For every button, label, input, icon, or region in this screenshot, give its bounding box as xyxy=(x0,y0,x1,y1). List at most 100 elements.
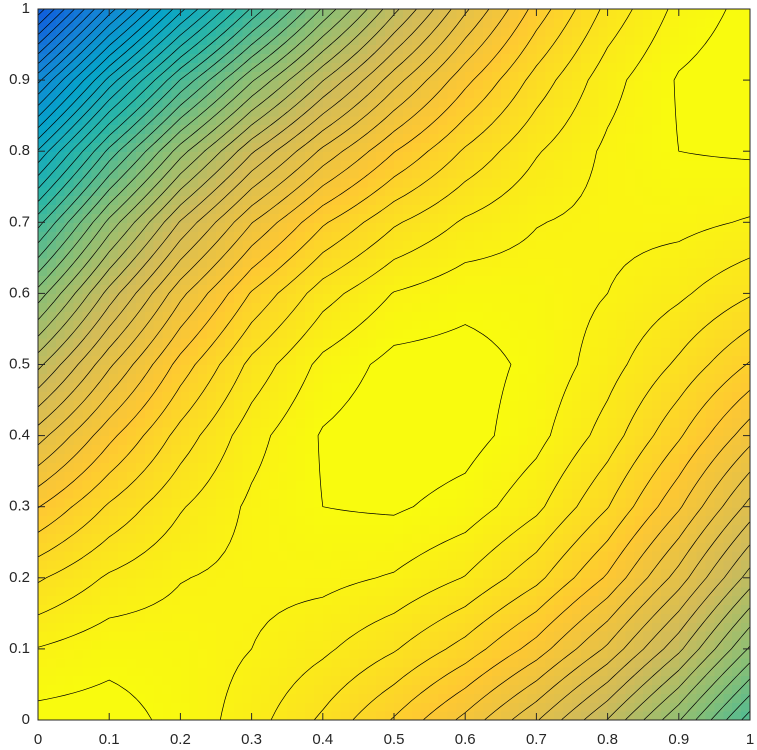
field-cell xyxy=(91,480,101,490)
field-cell xyxy=(411,453,422,463)
field-cell xyxy=(598,702,609,712)
field-cell xyxy=(224,488,235,499)
field-cell xyxy=(589,488,600,499)
field-cell xyxy=(607,311,618,321)
field-cell xyxy=(287,320,297,330)
field-cell xyxy=(367,275,377,286)
field-cell xyxy=(109,293,119,303)
field-cell xyxy=(109,426,119,437)
field-cell xyxy=(465,328,475,339)
field-cell xyxy=(402,382,413,392)
field-cell xyxy=(91,373,101,383)
field-cell xyxy=(260,524,270,534)
field-cell xyxy=(340,497,351,508)
field-cell xyxy=(723,533,733,543)
field-cell xyxy=(741,506,751,517)
field-cell xyxy=(162,613,173,623)
field-cell xyxy=(714,320,724,330)
field-cell xyxy=(634,560,644,570)
field-cell xyxy=(616,346,626,357)
field-cell xyxy=(385,666,395,677)
field-cell xyxy=(224,337,235,348)
field-cell xyxy=(616,373,626,383)
field-cell xyxy=(207,328,217,339)
field-cell xyxy=(144,631,155,641)
field-cell xyxy=(545,622,555,632)
field-cell xyxy=(429,702,440,712)
field-cell xyxy=(465,568,475,579)
field-cell xyxy=(153,391,164,401)
field-cell xyxy=(216,604,226,614)
field-cell xyxy=(242,622,253,632)
field-cell xyxy=(91,684,101,694)
field-cell xyxy=(554,453,564,463)
field-cell xyxy=(242,266,253,277)
field-cell xyxy=(91,675,101,686)
field-cell xyxy=(696,284,707,294)
field-cell xyxy=(367,604,377,614)
field-cell xyxy=(207,275,217,286)
field-cell xyxy=(233,497,244,508)
field-cell xyxy=(554,640,564,650)
field-cell xyxy=(572,684,582,694)
field-cell xyxy=(278,426,288,437)
field-cell xyxy=(260,213,270,223)
field-cell xyxy=(732,604,742,614)
field-cell xyxy=(144,693,155,703)
field-cell xyxy=(331,542,342,552)
field-cell xyxy=(46,186,57,197)
field-cell xyxy=(429,462,440,472)
field-cell xyxy=(616,471,626,481)
field-cell xyxy=(313,151,324,161)
field-cell xyxy=(643,453,653,463)
field-cell xyxy=(233,364,244,374)
field-cell xyxy=(171,595,181,606)
field-cell xyxy=(536,302,546,312)
field-cell xyxy=(242,684,253,694)
field-cell xyxy=(322,631,333,641)
field-cell xyxy=(429,382,440,392)
field-cell xyxy=(545,417,555,428)
field-cell xyxy=(127,231,137,241)
field-cell xyxy=(189,435,199,446)
field-cell xyxy=(358,480,368,490)
field-cell xyxy=(598,311,609,321)
field-cell xyxy=(607,648,618,659)
field-cell xyxy=(162,488,173,499)
field-cell xyxy=(358,640,368,650)
field-cell xyxy=(474,515,484,526)
field-cell xyxy=(260,640,270,650)
field-cell xyxy=(216,346,226,357)
field-cell xyxy=(678,551,689,561)
field-cell xyxy=(714,444,724,454)
field-cell xyxy=(696,560,707,570)
field-cell xyxy=(509,444,520,454)
field-cell xyxy=(687,435,698,446)
field-cell xyxy=(661,515,671,526)
field-cell xyxy=(251,337,262,348)
field-cell xyxy=(616,453,626,463)
field-cell xyxy=(171,640,181,650)
field-cell xyxy=(625,462,635,472)
field-cell xyxy=(385,248,395,259)
field-cell xyxy=(723,275,733,286)
field-cell xyxy=(705,524,715,534)
field-cell xyxy=(376,302,386,312)
field-cell xyxy=(696,302,707,312)
field-cell xyxy=(385,684,395,694)
field-cell xyxy=(572,186,582,197)
field-cell xyxy=(38,693,48,703)
field-cell xyxy=(233,382,244,392)
field-cell xyxy=(616,560,626,570)
field-cell xyxy=(402,320,413,330)
field-cell xyxy=(180,684,190,694)
field-cell xyxy=(687,568,698,579)
field-cell xyxy=(162,577,173,588)
field-cell xyxy=(224,631,235,641)
field-cell xyxy=(269,702,279,712)
field-cell xyxy=(367,213,377,223)
field-cell xyxy=(687,648,698,659)
field-cell xyxy=(527,337,537,348)
field-cell xyxy=(616,524,626,534)
field-cell xyxy=(251,711,262,721)
